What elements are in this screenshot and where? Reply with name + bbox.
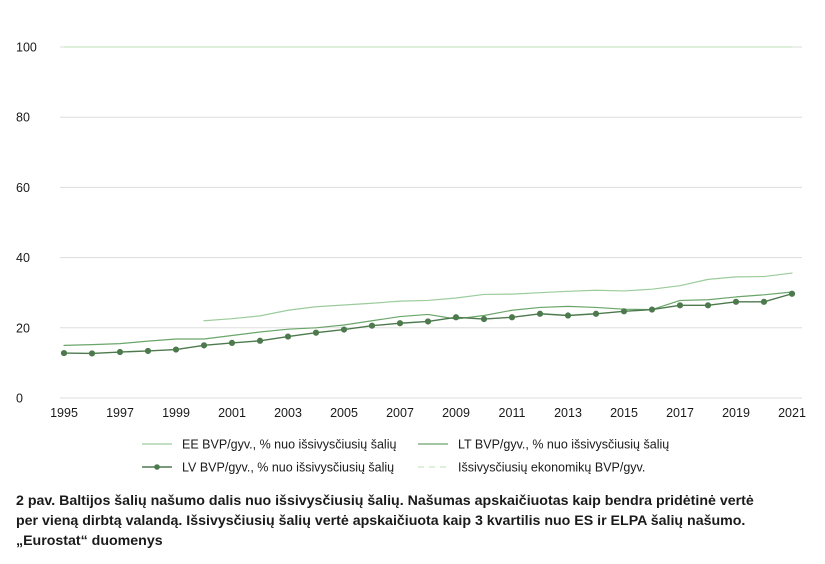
legend-item-isivysiusi: Išsivysčiusių ekonomikų BVP/gyv. (418, 461, 645, 475)
x-tick-label: 2013 (554, 406, 582, 420)
y-tick-label: 100 (16, 41, 37, 55)
data-point-lv (424, 318, 432, 325)
x-tick-label: 2019 (722, 406, 750, 420)
data-point-lv (60, 349, 68, 357)
legend-item-lt: LT BVP/gyv., % nuo išsivysčiusių šalių (418, 438, 669, 452)
data-point-lv (116, 348, 124, 356)
data-point-lv (452, 314, 460, 321)
legend-label: LV BVP/gyv., % nuo išsivysčiusių šalių (182, 461, 394, 475)
figure-caption: 2 pav. Baltijos šalių našumo dalis nuo i… (16, 491, 816, 551)
x-tick-label: 2003 (274, 406, 302, 420)
data-point-lv (676, 302, 684, 309)
x-tick-label: 2011 (499, 406, 526, 420)
legend-item-lv: LV BVP/gyv., % nuo išsivysčiusių šalių (142, 461, 394, 475)
series-lines (63, 46, 793, 355)
x-tick-label: 1997 (106, 406, 134, 420)
legend-label: EE BVP/gyv., % nuo išsivysčiusių šalių (182, 438, 396, 452)
data-point-lv (88, 350, 96, 357)
data-point-lv (396, 320, 404, 327)
y-tick-label: 20 (16, 321, 30, 335)
x-tick-label: 2001 (218, 406, 246, 420)
series-line-ee (203, 272, 793, 322)
gridlines (60, 46, 802, 399)
data-point-lv (788, 290, 796, 297)
x-tick-label: 1995 (50, 406, 78, 420)
data-point-lv (228, 339, 236, 346)
x-tick-label: 2021 (778, 406, 806, 420)
data-point-lv (172, 346, 180, 353)
data-point-lv (284, 333, 292, 340)
data-point-lv (368, 322, 376, 329)
legend-item-ee: EE BVP/gyv., % nuo išsivysčiusių šalių (142, 438, 396, 452)
data-point-lv (508, 314, 516, 321)
data-point-lv (480, 315, 488, 323)
data-point-lv (312, 329, 320, 336)
x-tick-label: 1999 (162, 406, 190, 420)
data-point-lv (536, 310, 544, 317)
y-tick-label: 80 (16, 111, 30, 125)
x-tick-label: 2009 (442, 406, 470, 420)
caption-line-3: „Eurostat“ duomenys (16, 533, 163, 549)
y-tick-label: 60 (16, 181, 30, 195)
y-axis-ticks: 0 20 40 60 80 100 (16, 41, 37, 406)
data-point-lv (732, 298, 740, 305)
data-point-lv (340, 326, 348, 333)
data-point-lv (704, 302, 712, 309)
legend-marker (154, 464, 160, 470)
chart: 0 20 40 60 80 100 1995 1997 1999 2001 2003 2005 200… (16, 41, 806, 475)
data-point-lv (648, 306, 656, 313)
x-tick-label: 2005 (330, 406, 358, 420)
y-tick-label: 40 (16, 251, 30, 265)
x-tick-label: 2017 (666, 406, 694, 420)
x-tick-label: 2015 (610, 406, 638, 420)
legend-label: Išsivysčiusių ekonomikų BVP/gyv. (458, 461, 645, 475)
x-axis-ticks: 1995 1997 1999 2001 2003 2005 2007 2009 2011 2013… (50, 406, 806, 420)
data-point-lv (564, 312, 572, 319)
legend-label: LT BVP/gyv., % nuo išsivysčiusių šalių (458, 438, 669, 452)
legend: EE BVP/gyv., % nuo išsivysčiusių šalių LT… (142, 438, 669, 475)
data-point-lv (760, 298, 768, 305)
data-point-lv (200, 342, 208, 349)
data-point-lv (620, 308, 628, 315)
caption-line-1: 2 pav. Baltijos šalių našumo dalis nuo i… (16, 493, 754, 509)
data-point-lv (256, 337, 264, 344)
series-markers (60, 290, 796, 357)
caption-line-2: per vieną dirbtą valandą. Išsivysčiusių … (16, 513, 746, 529)
data-point-lv (592, 310, 600, 317)
data-point-lv (144, 347, 152, 355)
y-tick-label: 0 (16, 392, 23, 406)
x-tick-label: 2007 (386, 406, 414, 420)
series-line-lt (63, 291, 793, 346)
